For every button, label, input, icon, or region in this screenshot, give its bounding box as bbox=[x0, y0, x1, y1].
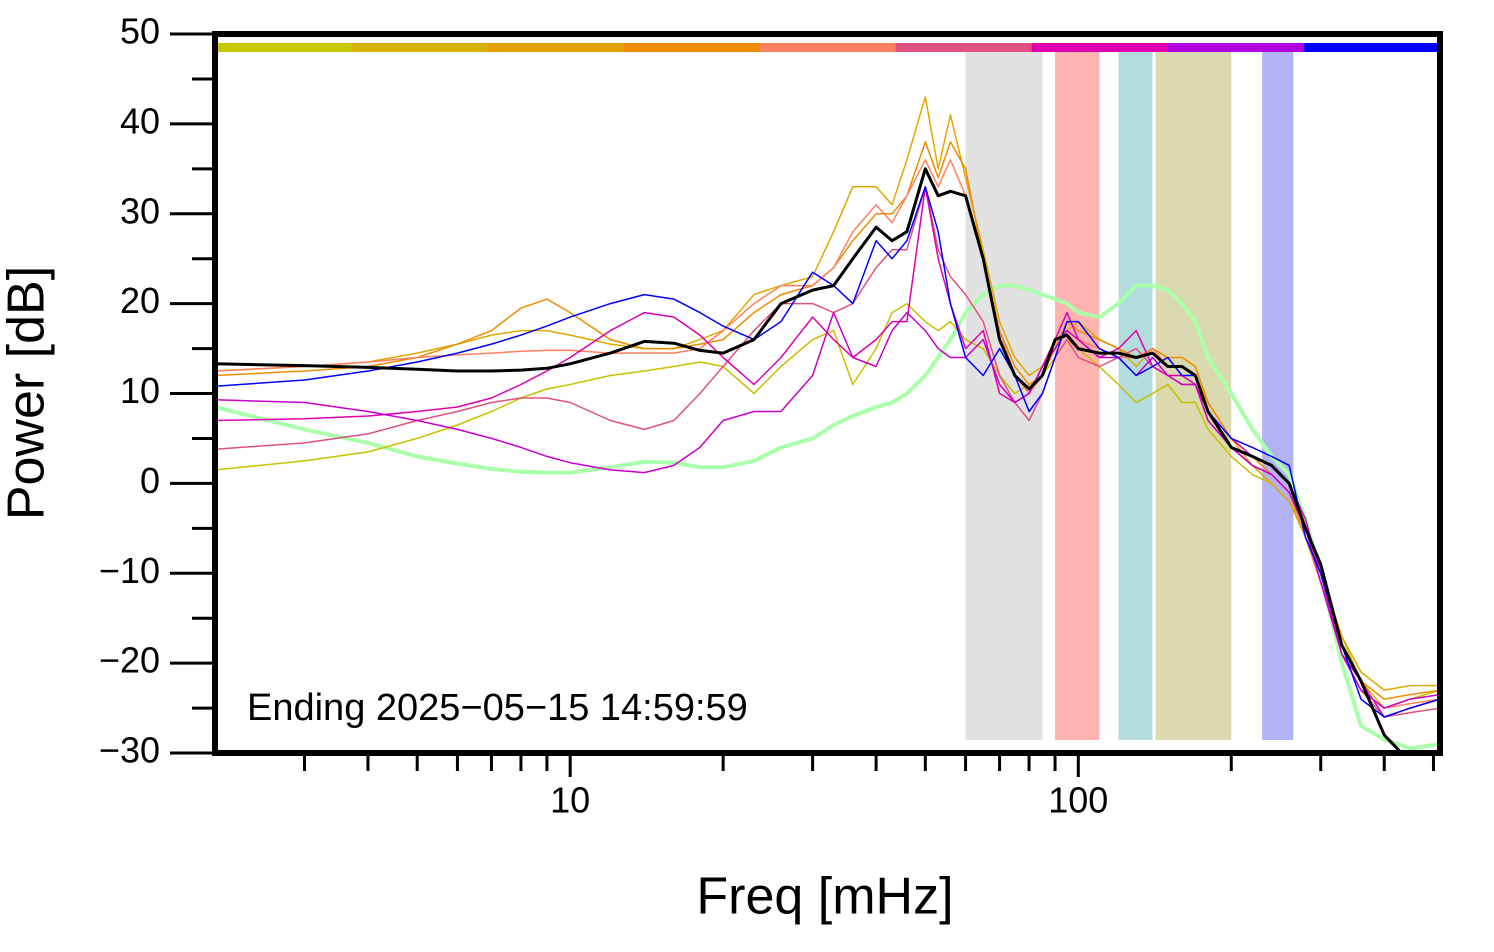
y-tick-label: −30 bbox=[99, 730, 160, 771]
annotation: Ending 2025−05−15 14:59:59 bbox=[247, 687, 748, 729]
plot-frame bbox=[212, 31, 1443, 756]
spectrum-line bbox=[215, 141, 1440, 700]
x-axis-label: Freq [mHz] bbox=[696, 868, 953, 926]
time-colorbar-segment bbox=[351, 43, 488, 52]
y-tick-label: 0 bbox=[140, 460, 160, 501]
y-tick-label: 30 bbox=[120, 190, 160, 231]
time-colorbar-segment bbox=[895, 43, 1033, 52]
frequency-band bbox=[1055, 52, 1100, 740]
y-axis-label: Power [dB] bbox=[0, 266, 56, 520]
y-tick-label: 20 bbox=[120, 280, 160, 321]
time-colorbar-segment bbox=[1167, 43, 1305, 52]
frequency-band bbox=[1262, 52, 1294, 740]
spectrum-line bbox=[215, 96, 1440, 691]
y-tick-label: −10 bbox=[99, 550, 160, 591]
x-tick-label: 10 bbox=[550, 780, 590, 821]
time-colorbar-segment bbox=[1303, 43, 1441, 52]
y-tick-label: 40 bbox=[120, 100, 160, 141]
spectrum-line bbox=[215, 167, 1404, 753]
time-colorbar-segment bbox=[759, 43, 897, 52]
spectrum-line bbox=[215, 302, 1440, 709]
spectrum-line bbox=[215, 186, 1440, 718]
spectrum-line bbox=[215, 283, 1440, 751]
y-tick-label: 50 bbox=[120, 11, 160, 52]
frequency-band bbox=[1155, 52, 1232, 740]
plot-lines bbox=[215, 96, 1440, 753]
y-tick-label: 10 bbox=[120, 370, 160, 411]
time-colorbar-segment bbox=[1031, 43, 1169, 52]
time-colorbar-segment bbox=[623, 43, 760, 52]
time-colorbar-segment bbox=[215, 43, 352, 52]
y-tick-label: −20 bbox=[99, 640, 160, 681]
spectrum-line bbox=[215, 311, 1440, 709]
x-tick-label: 100 bbox=[1048, 780, 1108, 821]
time-colorbar-segment bbox=[487, 43, 624, 52]
